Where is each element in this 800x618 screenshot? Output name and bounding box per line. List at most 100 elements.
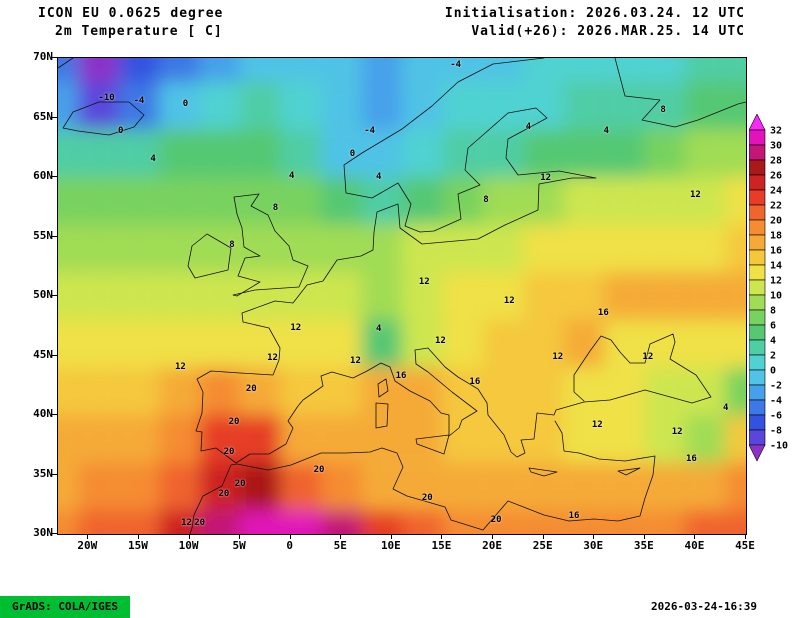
coastline-path (62, 101, 145, 136)
colorbar-label: 18 (770, 231, 782, 242)
colorbar-segment (749, 129, 766, 146)
contour-label: 20 (313, 464, 325, 475)
lat-tick-mark (52, 116, 57, 118)
creation-timestamp: 2026-03-24-16:39 (651, 600, 757, 613)
colorbar-arrow-bottom (749, 444, 766, 462)
colorbar-arrow-top (749, 114, 766, 131)
colorbar-segment (749, 144, 766, 161)
contour-label: 16 (395, 370, 407, 381)
colorbar-segment (749, 384, 766, 401)
lon-tick-mark (188, 534, 190, 539)
lon-tick-mark (694, 534, 696, 539)
colorbar-segment (749, 309, 766, 326)
lon-tick-label: 30E (583, 539, 604, 552)
contour-label: 12 (671, 426, 683, 437)
lat-tick-label: 65N (33, 109, 53, 123)
contour-label: 12 (181, 518, 192, 529)
contour-label: 12 (540, 173, 552, 184)
lon-tick-label: 40E (684, 539, 705, 552)
colorbar-label: 26 (770, 171, 782, 182)
contour-label: 12 (418, 276, 430, 287)
contour-label: 12 (591, 419, 603, 430)
temperature-map: -10 -4 0 0 4 -4 0 -4 4 4 8 8 4 12 8 4 8 12 12 12 4 12 12 16 12 12… (57, 57, 747, 535)
contour-label: 16 (469, 376, 481, 387)
lat-tick-mark (52, 354, 57, 356)
contour-label: 12 (350, 356, 361, 367)
contour-label: 20 (245, 383, 257, 394)
valid-time-label: Valid(+26): 2026.MAR.25. 14 UTC (471, 24, 745, 39)
lat-tick-label: 35N (33, 466, 53, 480)
contour-label: 20 (194, 518, 206, 529)
contour-label: 20 (218, 488, 230, 499)
contour-label: 12 (689, 189, 701, 200)
colorbar-segment (749, 324, 766, 341)
lat-tick-mark (52, 57, 57, 58)
lon-tick-label: 35E (633, 539, 654, 552)
colorbar-segment (749, 249, 766, 266)
lon-tick-mark (542, 534, 544, 539)
contour-label: 4 (723, 402, 729, 413)
contour-label: 4 (376, 172, 382, 182)
lon-tick-mark (87, 534, 89, 539)
contour-label: 12 (435, 336, 446, 347)
colorbar-label: -6 (770, 411, 782, 422)
colorbar-label: 6 (770, 321, 776, 332)
colorbar-segment (749, 264, 766, 281)
lon-tick-mark (137, 534, 139, 539)
colorbar-label: 10 (770, 291, 782, 302)
lat-tick-label: 45N (33, 347, 53, 361)
contour-label: 12 (175, 362, 186, 373)
colorbar-segment (749, 369, 766, 386)
colorbar-segment (749, 174, 766, 191)
lat-tick-mark (52, 235, 57, 237)
contour-label: -4 (133, 95, 145, 106)
lat-tick-mark (52, 533, 57, 534)
contour-label: 0 (182, 99, 189, 110)
coastline-path (617, 467, 641, 476)
lat-tick-label: 50N (33, 288, 53, 301)
lon-tick-mark (239, 534, 241, 539)
colorbar-segment (749, 234, 766, 251)
colorbar-label: 16 (770, 246, 782, 257)
lon-tick-label: 5E (333, 539, 347, 552)
grads-logo: GrADS: COLA/IGES (0, 596, 130, 618)
lon-tick-label: 15W (128, 539, 148, 552)
coastlines (58, 58, 746, 534)
model-title: ICON EU 0.0625 degree (38, 6, 224, 21)
contour-label: 16 (597, 307, 609, 318)
contour-label: 20 (234, 479, 246, 490)
colorbar-label: 20 (770, 216, 782, 227)
colorbar-label: 4 (770, 336, 776, 347)
contour-label: 8 (272, 202, 279, 213)
lon-tick-label: 10E (380, 539, 401, 552)
contour-label: 16 (568, 511, 580, 522)
contour-label: 4 (288, 170, 295, 181)
coastline-path (614, 58, 746, 128)
contour-label: -4 (364, 125, 376, 136)
lon-tick-label: 45E (735, 539, 755, 552)
contour-label: -10 (98, 93, 115, 104)
coastline-path (415, 434, 450, 455)
contour-label: 20 (228, 417, 240, 428)
colorbar-segment (749, 294, 766, 311)
colorbar-label: -8 (770, 426, 782, 437)
field-title: 2m Temperature [ C] (55, 24, 223, 39)
lon-tick-mark (745, 534, 746, 539)
lat-tick-label: 55N (33, 228, 53, 242)
contour-label: 12 (503, 295, 515, 306)
contour-label: 4 (525, 122, 532, 133)
coastline-path (235, 333, 712, 464)
lon-tick-label: 25E (532, 539, 553, 552)
coastline-path (58, 58, 74, 69)
contour-label: 20 (421, 493, 433, 504)
lat-tick-mark (52, 414, 57, 415)
lon-tick-mark (390, 534, 392, 539)
colorbar-segment (749, 204, 766, 221)
lat-tick-mark (52, 176, 57, 177)
colorbar-segment (749, 219, 766, 236)
lon-tick-label: 15E (431, 539, 452, 552)
coastline-path (189, 420, 656, 534)
coastline-path (528, 467, 558, 477)
contour-label: -4 (450, 60, 462, 71)
lon-tick-label: 20W (77, 539, 98, 552)
